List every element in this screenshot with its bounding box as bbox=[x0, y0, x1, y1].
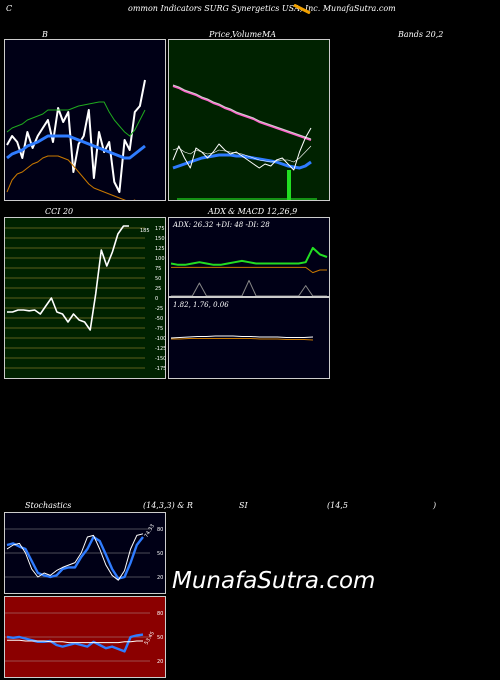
stochastics-chart: 80 50 20 74.33 bbox=[5, 523, 163, 581]
cci-tick-label: -100 bbox=[155, 336, 165, 342]
stochastics-series-line-0 bbox=[6, 535, 144, 580]
rsi-tick-label: 50 bbox=[157, 635, 163, 641]
header-left-letter: C bbox=[6, 4, 13, 13]
bollinger-series-line-1 bbox=[6, 134, 146, 160]
stochastics-panel: 80 50 20 74.33 bbox=[4, 512, 166, 594]
rsi-tick-label: 20 bbox=[157, 659, 163, 665]
rsi-series-line-0 bbox=[6, 633, 144, 653]
stochastics-tick-label: 50 bbox=[157, 551, 163, 557]
price-volume-ma-series-line-1 bbox=[172, 84, 312, 140]
price-volume-ma-series-line-3 bbox=[172, 127, 312, 171]
cci-tick-label: -175 bbox=[155, 366, 165, 372]
price-label: Price, bbox=[209, 30, 233, 39]
cci-tick-label: 75 bbox=[155, 266, 161, 272]
stochastics-tick-label: 80 bbox=[157, 527, 163, 533]
bollinger-series-line-0 bbox=[6, 79, 146, 193]
macd-value-title: 1.82, 1.76, 0.06 bbox=[173, 301, 229, 309]
macd-label: & MACD 12,26,9 bbox=[228, 207, 298, 216]
cci-tick-label: 100 bbox=[155, 256, 165, 262]
stochastics-last-label: 74.33 bbox=[144, 523, 156, 538]
stochastics-series-line-1 bbox=[6, 533, 144, 581]
pencil-icon bbox=[293, 4, 311, 14]
adx-series-line-0 bbox=[170, 246, 328, 266]
watermark: MunafaSutra.com bbox=[172, 568, 376, 594]
rsi-series-line-1 bbox=[7, 639, 143, 644]
bollinger-series-line-3 bbox=[6, 155, 136, 200]
adx-value-title: ADX: 26.32 +DI: 48 -DI: 28 bbox=[172, 221, 270, 229]
cci-tick-label: -75 bbox=[155, 326, 163, 332]
bollinger-label: B bbox=[42, 30, 48, 39]
bands-label: Bands 20,2 bbox=[398, 30, 444, 39]
cci-tick-label: 125 bbox=[155, 246, 165, 252]
price-volume-chart bbox=[172, 84, 317, 200]
rsi-panel: 80 50 20 53.45 bbox=[4, 596, 166, 678]
cci-tick-label: 175 bbox=[155, 226, 165, 232]
cci-tick-label: -125 bbox=[155, 346, 165, 352]
cci-tick-label: -25 bbox=[155, 306, 163, 312]
stochastics-label: Stochastics bbox=[25, 501, 72, 510]
rsi-params-close: ) bbox=[433, 501, 437, 510]
cci-tick-label: 150 bbox=[155, 236, 165, 242]
cci-tick-label: 50 bbox=[155, 276, 161, 282]
cci-tick-label: 0 bbox=[155, 296, 158, 302]
rsi-tick-label: 80 bbox=[157, 611, 163, 617]
cci-tick-label: -50 bbox=[155, 316, 163, 322]
adx-chart: ADX: 26.32 +DI: 48 -DI: 28 bbox=[170, 221, 328, 296]
macd-chart: 1.82, 1.76, 0.06 bbox=[170, 301, 314, 341]
rsi-params-label: (14,5 bbox=[327, 501, 348, 510]
volume-baseline bbox=[177, 198, 317, 200]
price-volume-ma-series-line-0 bbox=[172, 85, 312, 141]
bollinger-chart bbox=[6, 79, 146, 200]
adx-series-line-1 bbox=[171, 266, 327, 274]
rsi-last-label: 53.45 bbox=[144, 631, 156, 646]
price-volume-ma-series-line-4 bbox=[172, 145, 312, 163]
cci-tick-label: 25 bbox=[155, 286, 161, 292]
volume-bar bbox=[287, 170, 291, 200]
macd-panel: 1.82, 1.76, 0.06 bbox=[168, 297, 330, 379]
ma-label: MA bbox=[262, 30, 276, 39]
cci-tick-label: -150 bbox=[155, 356, 165, 362]
stochastics-params-label: (14,3,3) & R bbox=[143, 501, 193, 510]
macd-series-line-0 bbox=[170, 335, 314, 339]
chart-page-title: ommon Indicators SURG Synergetics USA, I… bbox=[128, 4, 396, 13]
cci-panel: 175 150 125 100 75 50 25 0 -25 -50 -75 -100 -125 -150… bbox=[4, 217, 166, 379]
cci-last-label: 185 bbox=[140, 228, 150, 234]
adx-label: ADX bbox=[208, 207, 226, 216]
rsi-label: SI bbox=[239, 501, 248, 510]
rsi-chart: 80 50 20 53.45 bbox=[5, 611, 163, 665]
bollinger-series-line-2 bbox=[6, 101, 146, 137]
stochastics-tick-label: 20 bbox=[157, 575, 163, 581]
bollinger-panel bbox=[4, 39, 166, 201]
price-volume-panel bbox=[168, 39, 330, 201]
macd-series-line-1 bbox=[171, 338, 314, 341]
adx-panel: ADX: 26.32 +DI: 48 -DI: 28 bbox=[168, 217, 330, 297]
volume-label: Volume bbox=[232, 30, 262, 39]
cci-label: CCI 20 bbox=[45, 207, 74, 216]
cci-chart: 175 150 125 100 75 50 25 0 -25 -50 -75 -100 -125 -150… bbox=[5, 225, 165, 372]
cci-series-line-0 bbox=[7, 225, 129, 331]
adx-series-line-2 bbox=[171, 279, 327, 296]
